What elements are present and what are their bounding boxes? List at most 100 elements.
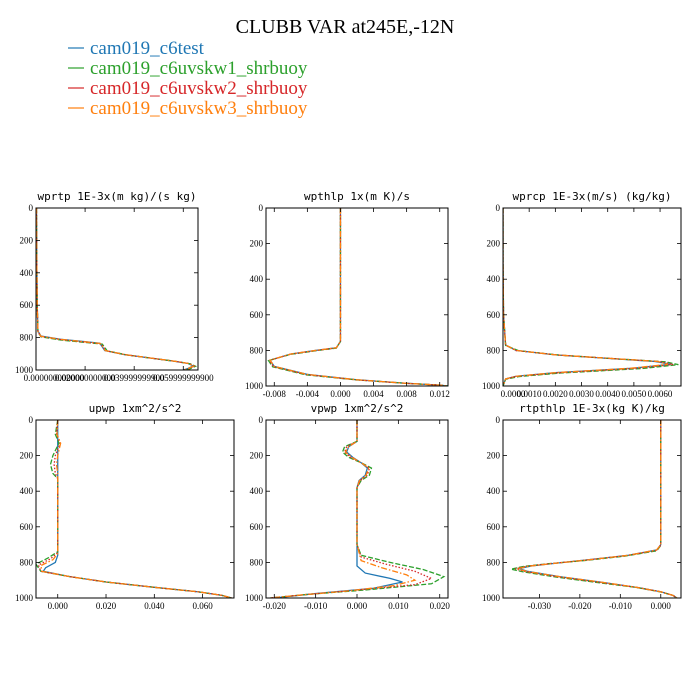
y-tick-label: 800	[250, 345, 264, 355]
series-line-4	[36, 208, 196, 370]
series-line-4	[269, 208, 448, 386]
legend-entry: cam019_c6uvskw3_shrbuoy	[68, 98, 308, 119]
y-tick-label: 0	[29, 415, 34, 425]
x-tick-label: -0.020	[568, 601, 592, 611]
panel-title: wprtp 1E-3x(m kg)/(s kg)	[38, 190, 197, 203]
series-line-2	[267, 208, 448, 386]
legend-entry: cam019_c6test	[68, 38, 205, 59]
series-line-1	[274, 420, 403, 598]
y-tick-label: 400	[20, 486, 34, 496]
x-tick-label: -0.010	[609, 601, 633, 611]
series-line-3	[36, 208, 196, 370]
x-tick-label: 0.039999999900	[104, 373, 165, 383]
series-line-2	[503, 208, 679, 386]
series-line-1	[36, 208, 195, 370]
legend-entry: cam019_c6uvskw1_shrbuoy	[68, 58, 308, 79]
y-tick-label: 800	[20, 557, 34, 567]
panel-title: wprcp 1E-3x(m/s) (kg/kg)	[513, 190, 672, 203]
x-tick-label: 0.008	[397, 389, 418, 399]
panels: wprtp 1E-3x(m kg)/(s kg) 0 200 400 600 800 100…	[15, 190, 682, 611]
y-tick-label: 400	[487, 274, 501, 284]
series-group	[270, 420, 446, 598]
y-tick-label: 200	[487, 239, 501, 249]
panel-1: wprtp 1E-3x(m kg)/(s kg) 0 200 400 600 800 100…	[15, 190, 214, 383]
x-tick-label: 0.0010	[517, 389, 542, 399]
series-line-2	[36, 420, 232, 598]
y-tick-label: 200	[20, 451, 34, 461]
series-line-1	[516, 420, 678, 598]
y-tick-label: 800	[20, 333, 34, 343]
legend-label: cam019_c6uvskw2_shrbuoy	[90, 78, 308, 99]
y-tick-label: 0	[496, 203, 501, 213]
panel-3: wprcp 1E-3x(m/s) (kg/kg) 0 200 400 600 800 100…	[482, 190, 682, 399]
legend-label: cam019_c6uvskw3_shrbuoy	[90, 98, 308, 119]
x-tick-label: 0.010	[388, 601, 409, 611]
series-line-3	[270, 420, 434, 598]
y-tick-label: 800	[487, 557, 501, 567]
y-tick-label: 600	[487, 310, 501, 320]
panel-title: rtpthlp 1E-3x(kg K)/kg	[519, 402, 665, 415]
panel-title: vpwp 1xm^2/s^2	[311, 402, 404, 415]
y-tick-label: 1000	[245, 593, 264, 603]
y-tick-label: 1000	[15, 593, 34, 603]
series-line-1	[42, 420, 232, 598]
series-line-2	[36, 208, 198, 370]
series-line-1	[269, 208, 448, 386]
x-tick-label: 0.059999999900	[153, 373, 214, 383]
legend: cam019_c6testcam019_c6uvskw1_shrbuoycam0…	[68, 38, 308, 119]
x-tick-label: 0.012	[430, 389, 450, 399]
panel-2: wpthlp 1x(m K)/s 0 200 400 600 800 1000-0.008-…	[245, 190, 450, 399]
panel-title: wpthlp 1x(m K)/s	[304, 190, 410, 203]
x-tick-label: 0.000	[651, 601, 672, 611]
y-tick-label: 1000	[15, 365, 34, 375]
series-line-4	[516, 420, 678, 598]
x-tick-label: 0.000	[330, 389, 351, 399]
y-tick-label: 0	[496, 415, 501, 425]
y-tick-label: 600	[20, 300, 34, 310]
y-tick-label: 0	[259, 203, 264, 213]
series-line-2	[270, 420, 446, 598]
y-tick-label: 0	[259, 415, 264, 425]
panel-title: upwp 1xm^2/s^2	[89, 402, 182, 415]
plot-frame	[265, 207, 449, 387]
x-tick-label: -0.004	[296, 389, 320, 399]
y-tick-label: 200	[250, 451, 264, 461]
y-tick-label: 200	[250, 239, 264, 249]
x-tick-label: 0.0020	[543, 389, 568, 399]
y-tick-label: 400	[20, 268, 34, 278]
legend-entry: cam019_c6uvskw2_shrbuoy	[68, 78, 308, 99]
y-tick-label: 600	[250, 310, 264, 320]
x-tick-label: 0.0000	[501, 389, 526, 399]
y-tick-label: 1000	[482, 381, 501, 391]
x-tick-label: 0.0050	[622, 389, 647, 399]
x-tick-label: 0.004	[363, 389, 384, 399]
y-tick-label: 400	[487, 486, 501, 496]
series-line-3	[514, 420, 678, 598]
series-group	[503, 208, 679, 386]
y-tick-label: 600	[250, 522, 264, 532]
y-tick-label: 800	[250, 557, 264, 567]
series-line-3	[503, 208, 674, 386]
series-line-1	[503, 208, 671, 386]
y-tick-label: 200	[487, 451, 501, 461]
x-tick-label: 0.040	[144, 601, 165, 611]
x-tick-label: 0.020	[96, 601, 117, 611]
panel-6: rtpthlp 1E-3x(kg K)/kg 0 200 400 600 800 1000 -…	[482, 402, 682, 611]
plot-frame	[502, 419, 682, 599]
x-tick-label: 0.060	[192, 601, 213, 611]
series-line-4	[270, 420, 417, 598]
x-tick-label: -0.008	[263, 389, 287, 399]
y-tick-label: 400	[250, 274, 264, 284]
x-tick-label: -0.030	[528, 601, 552, 611]
y-tick-label: 0	[29, 203, 34, 213]
legend-label: cam019_c6uvskw1_shrbuoy	[90, 58, 308, 79]
y-tick-label: 600	[20, 522, 34, 532]
plot-frame	[502, 207, 682, 387]
series-line-4	[503, 208, 669, 386]
series-group	[36, 420, 232, 598]
series-group	[510, 420, 678, 598]
y-tick-label: 1000	[482, 593, 501, 603]
x-tick-label: 0.0030	[569, 389, 594, 399]
x-tick-label: -0.010	[304, 601, 328, 611]
